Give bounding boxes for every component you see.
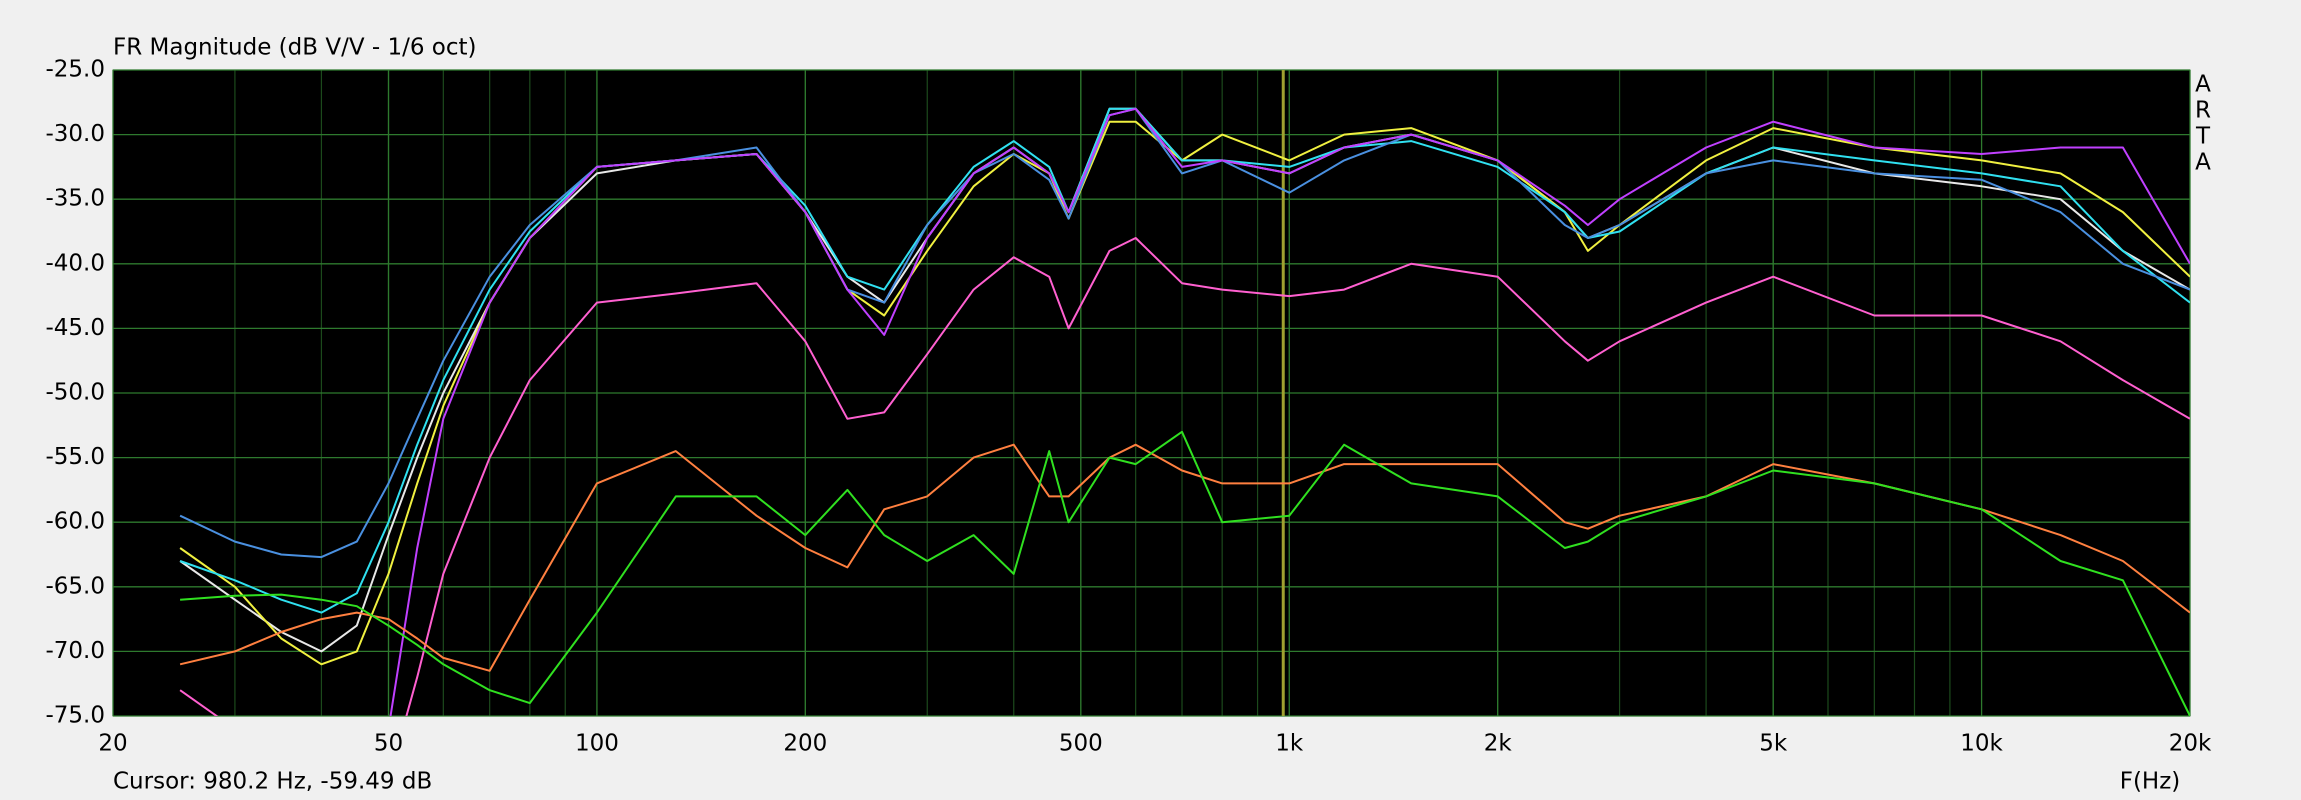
x-tick-label: 1k: [1275, 731, 1304, 757]
y-tick-label: -40.0: [45, 250, 105, 276]
series-line: [179, 107, 2190, 559]
watermark-letter: T: [2195, 124, 2211, 150]
x-tick-label: 20k: [2169, 731, 2212, 757]
series-group: [179, 107, 2190, 716]
series-line: [179, 107, 2190, 614]
y-tick-label: -60.0: [45, 509, 105, 535]
x-tick-label: 500: [1059, 731, 1103, 757]
chart-title: FR Magnitude (dB V/V - 1/6 oct): [113, 35, 477, 61]
x-tick-label: 5k: [1759, 731, 1788, 757]
series-line: [180, 430, 2190, 716]
y-tick-label: -55.0: [45, 444, 105, 470]
y-tick-label: -65.0: [45, 573, 105, 599]
y-tick-label: -25.0: [45, 57, 105, 83]
x-tick-label: 20: [98, 731, 127, 757]
x-tick-label: 200: [783, 731, 827, 757]
y-tick-label: -70.0: [45, 638, 105, 664]
watermark-letter: R: [2195, 98, 2211, 124]
watermark-letter: A: [2195, 150, 2211, 176]
x-tick-label: 50: [374, 731, 403, 757]
series-line: [179, 443, 2190, 672]
series-line: [179, 237, 2190, 716]
y-tick-label: -35.0: [45, 186, 105, 212]
x-tick-label: 2k: [1484, 731, 1513, 757]
x-axis-label: F(Hz): [2120, 769, 2181, 795]
y-tick-label: -75.0: [45, 703, 105, 729]
y-tick-label: -45.0: [45, 315, 105, 341]
cursor-readout: Cursor: 980.2 Hz, -59.49 dB: [113, 769, 432, 795]
watermark-letter: A: [2195, 72, 2211, 98]
x-tick-label: 10k: [1960, 731, 2003, 757]
y-tick-label: -30.0: [45, 121, 105, 147]
y-tick-label: -50.0: [45, 380, 105, 406]
x-tick-label: 100: [575, 731, 619, 757]
series-line: [389, 107, 2190, 716]
